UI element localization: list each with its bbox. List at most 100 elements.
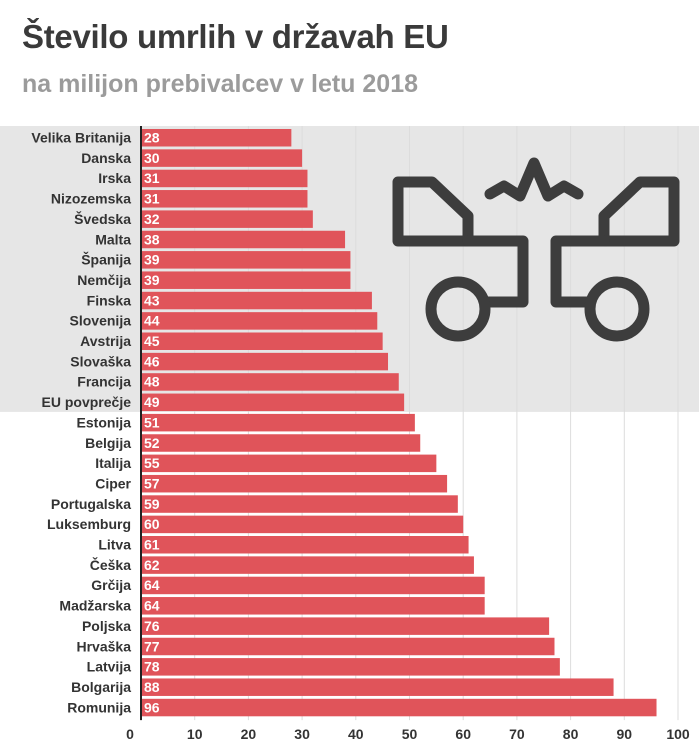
bar [141,393,405,412]
data-label: 49 [144,394,160,410]
category-label: Madžarska [59,598,131,614]
x-tick-label: 80 [563,726,579,742]
category-label: Irska [98,170,131,186]
data-label: 31 [144,170,160,186]
data-label: 77 [144,638,160,654]
data-label: 64 [144,598,160,614]
x-tick-label: 40 [348,726,364,742]
category-label: Francija [77,374,131,390]
category-labels: Velika Britanija Danska Irska Nizozemska Šve… [31,130,131,716]
category-label: Romunija [67,699,131,715]
data-label: 52 [144,435,160,451]
x-tick-label: 70 [509,726,525,742]
bar [141,454,437,473]
category-label: Švedska [74,210,131,227]
bar [141,129,292,147]
data-label: 55 [144,455,160,471]
bar [141,576,485,595]
category-label: Velika Britanija [31,130,131,146]
category-label: Belgija [85,435,131,451]
category-label: Hrvaška [77,638,132,654]
x-tick-label: 0 [126,726,134,742]
data-label: 32 [144,211,160,227]
category-label: Litva [98,537,131,553]
bar [141,556,474,574]
data-label: 88 [144,679,160,695]
category-label: Ciper [95,475,131,491]
bar [141,495,458,513]
x-tick-labels: 0 10 20 30 40 50 60 70 80 90 100 [126,726,690,742]
category-label: Italija [95,455,131,471]
x-tick-label: 60 [455,726,471,742]
category-label: Portugalska [51,496,131,512]
data-label: 39 [144,272,160,288]
bar [141,352,389,371]
bar [141,658,560,676]
category-label: Grčija [91,577,131,593]
value-labels: 28 30 31 31 32 38 39 39 43 44 45 46 48 49 51 52 55 57 59 60… [144,130,160,716]
chart-subtitle: na milijon prebivalcev v letu 2018 [22,70,419,98]
x-tick-label: 30 [294,726,310,742]
bar [141,617,550,635]
data-label: 60 [144,516,160,532]
data-label: 78 [144,659,160,675]
category-label: Španija [81,251,131,268]
bar [141,373,399,391]
bar [141,698,657,717]
x-tick-label: 10 [187,726,203,742]
data-label: 61 [144,537,160,553]
x-tick-label: 100 [666,726,690,742]
data-label: 62 [144,557,160,573]
category-label: Finska [87,292,132,308]
bar [141,637,555,656]
bar [141,536,469,554]
bar [141,332,383,350]
bar [141,149,303,167]
data-label: 59 [144,496,160,512]
bar [141,169,308,188]
data-label: 30 [144,150,160,166]
category-label: Poljska [82,618,131,634]
bar [141,678,614,696]
category-label: Avstrija [80,333,131,349]
data-label: 45 [144,333,160,349]
category-label: Danska [81,150,131,166]
data-label: 28 [144,130,160,146]
data-label: 38 [144,231,160,247]
x-tick-label: 20 [241,726,257,742]
category-label: Slovaška [70,353,131,369]
bar [141,515,464,534]
bars [141,129,657,717]
bar [141,597,485,615]
data-label: 46 [144,353,160,369]
bar [141,291,372,310]
data-label: 76 [144,618,160,634]
category-label: Latvija [87,659,132,675]
category-label: Nemčija [77,272,131,288]
bar [141,251,351,269]
data-label: 57 [144,475,160,491]
bar [141,210,313,228]
category-label: Malta [95,231,131,247]
category-label: Češka [90,556,131,573]
category-label: EU povprečje [42,394,132,410]
category-label: Nizozemska [51,191,131,207]
category-label: Bolgarija [71,679,131,695]
bar [141,434,421,452]
x-tick-label: 90 [617,726,633,742]
data-label: 44 [144,313,160,329]
data-label: 39 [144,252,160,268]
bar [141,312,378,330]
chart-title: Število umrlih v državah EU [22,18,449,55]
x-tick-label: 50 [402,726,418,742]
data-label: 64 [144,577,160,593]
data-label: 96 [144,699,160,715]
bar [141,413,415,432]
data-label: 51 [144,414,160,430]
category-label: Luksemburg [47,516,131,532]
data-label: 43 [144,292,160,308]
data-label: 48 [144,374,160,390]
bar [141,271,351,289]
category-label: Slovenija [70,313,132,329]
